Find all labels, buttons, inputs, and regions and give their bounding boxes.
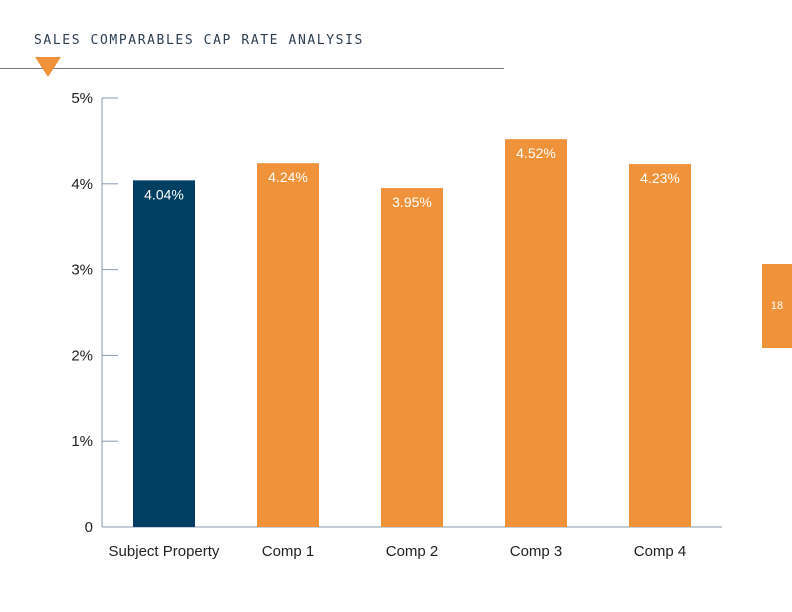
y-tick-label: 4%	[71, 176, 93, 193]
page-title: SALES COMPARABLES CAP RATE ANALYSIS	[34, 33, 364, 48]
bar	[133, 180, 195, 528]
x-category-label: Subject Property	[109, 543, 220, 560]
y-tick-label: 3%	[71, 262, 93, 279]
x-category-label: Comp 1	[262, 543, 315, 560]
page-number: 18	[770, 300, 784, 312]
bar-value-label: 4.04%	[144, 186, 184, 202]
x-category-label: Comp 4	[634, 543, 687, 560]
bar	[381, 188, 443, 527]
triangle-marker-icon	[35, 57, 61, 77]
bar-value-label: 3.95%	[392, 194, 432, 210]
bar-value-label: 4.24%	[268, 169, 308, 185]
x-category-label: Comp 2	[386, 543, 439, 560]
bar	[257, 163, 319, 527]
page-number-tab: 18	[762, 264, 792, 348]
chart-bars	[133, 139, 691, 528]
x-category-label: Comp 3	[510, 543, 563, 560]
y-tick-label: 5%	[71, 90, 93, 107]
chart-labels: 0 1% 2% 3% 4% 5% 4.04% Subject Property 4.24% Com…	[71, 90, 686, 560]
title-divider	[0, 68, 504, 69]
y-tick-label: 0	[85, 519, 93, 536]
bar-value-label: 4.52%	[516, 145, 556, 161]
bar-value-label: 4.23%	[640, 170, 680, 186]
bar	[629, 164, 691, 528]
bar	[505, 139, 567, 527]
y-tick-label: 2%	[71, 347, 93, 364]
y-tick-label: 1%	[71, 433, 93, 450]
